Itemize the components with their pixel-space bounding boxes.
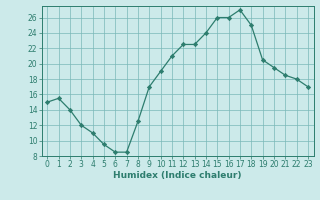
X-axis label: Humidex (Indice chaleur): Humidex (Indice chaleur)	[113, 171, 242, 180]
